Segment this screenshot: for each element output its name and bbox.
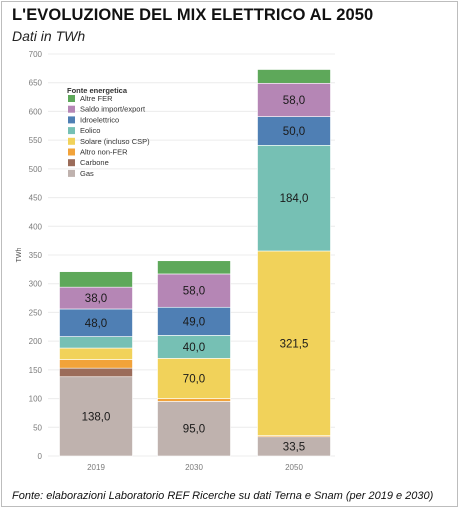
y-tick-label: 450 [29, 194, 43, 203]
chart-subtitle: Dati in TWh [12, 28, 86, 44]
legend-item-label: Gas [80, 169, 94, 178]
data-label: 58,0 [183, 286, 205, 298]
legend-swatch [68, 169, 75, 177]
y-axis-ticks: 0 50 100 150 200 250 300 350 400 450 500 550 600 650 7… [29, 50, 43, 461]
x-axis-ticks: 2019 2030 2050 [87, 463, 303, 472]
bar-segment [59, 336, 133, 349]
bar-segment [157, 401, 231, 457]
legend-swatch [68, 159, 75, 167]
bars: 138,0 48,0 38,0 95,0 70,0 40,0 49,0 58,0 33,5 321… [59, 69, 331, 457]
bar-segment [59, 359, 133, 369]
y-tick-label: 50 [33, 423, 42, 432]
y-tick-label: 350 [29, 251, 43, 260]
bar-segment [59, 376, 133, 457]
y-tick-label: 550 [29, 136, 43, 145]
bar-segment [59, 271, 133, 288]
y-tick-label: 300 [29, 280, 43, 289]
bar-segment [157, 398, 231, 402]
legend-swatch [68, 116, 75, 124]
data-label: 50,0 [283, 126, 305, 138]
y-tick-label: 400 [29, 222, 43, 231]
data-label: 321,5 [280, 338, 309, 350]
legend-item-label: Altro non-FER [80, 148, 128, 157]
legend-item-label: Saldo import/export [80, 105, 146, 114]
y-tick-label: 0 [38, 452, 43, 461]
legend-swatch [68, 137, 75, 145]
bar-segment [157, 358, 231, 399]
bar-segment [257, 82, 331, 117]
legend-swatch [68, 105, 75, 113]
y-axis-label: TWh [16, 248, 23, 263]
data-label: 38,0 [85, 293, 107, 305]
source-note: Fonte: elaborazioni Laboratorio REF Rice… [12, 490, 434, 502]
bar-segment [257, 250, 331, 436]
legend-swatch [68, 95, 75, 102]
data-label: 138,0 [82, 411, 111, 423]
bar-segment [257, 69, 331, 84]
y-tick-label: 500 [29, 165, 43, 174]
stacked-bar-chart: 0 50 100 150 200 250 300 350 400 450 500 550 600 650 7… [16, 50, 335, 472]
chart-title: L'EVOLUZIONE DEL MIX ELETTRICO AL 2050 [12, 6, 374, 24]
bar-segment [59, 347, 133, 360]
data-label: 70,0 [183, 373, 205, 385]
bar-segment [257, 116, 331, 146]
bar-segment [257, 145, 331, 252]
legend-item-label: Solare (incluso CSP) [80, 137, 150, 146]
data-label: 49,0 [183, 316, 205, 328]
bar-segment [157, 273, 231, 308]
x-tick-label: 2030 [185, 463, 203, 472]
data-label: 33,5 [283, 441, 305, 453]
x-tick-label: 2050 [285, 463, 303, 472]
data-label: 58,0 [283, 95, 305, 107]
data-label: 48,0 [85, 318, 107, 330]
bar-segment [157, 260, 231, 275]
legend-swatch [68, 127, 75, 135]
legend-item-label: Eolico [80, 126, 100, 135]
y-tick-label: 700 [29, 50, 43, 59]
y-tick-label: 650 [29, 79, 43, 88]
legend-swatch [68, 148, 75, 156]
x-tick-label: 2019 [87, 463, 105, 472]
y-tick-label: 200 [29, 337, 43, 346]
bar-segment [59, 308, 133, 337]
y-tick-label: 150 [29, 366, 43, 375]
legend-item-label: Idroelettrico [80, 115, 119, 124]
data-label: 184,0 [280, 193, 309, 205]
bar-segment [59, 367, 133, 378]
legend-title: Fonte energetica [67, 86, 128, 95]
y-tick-label: 250 [29, 308, 43, 317]
data-label: 95,0 [183, 424, 205, 436]
data-label: 40,0 [183, 342, 205, 354]
y-tick-label: 600 [29, 107, 43, 116]
legend-item-label: Altre FER [80, 94, 113, 103]
y-tick-label: 100 [29, 395, 43, 404]
legend-item-label: Carbone [80, 158, 109, 167]
